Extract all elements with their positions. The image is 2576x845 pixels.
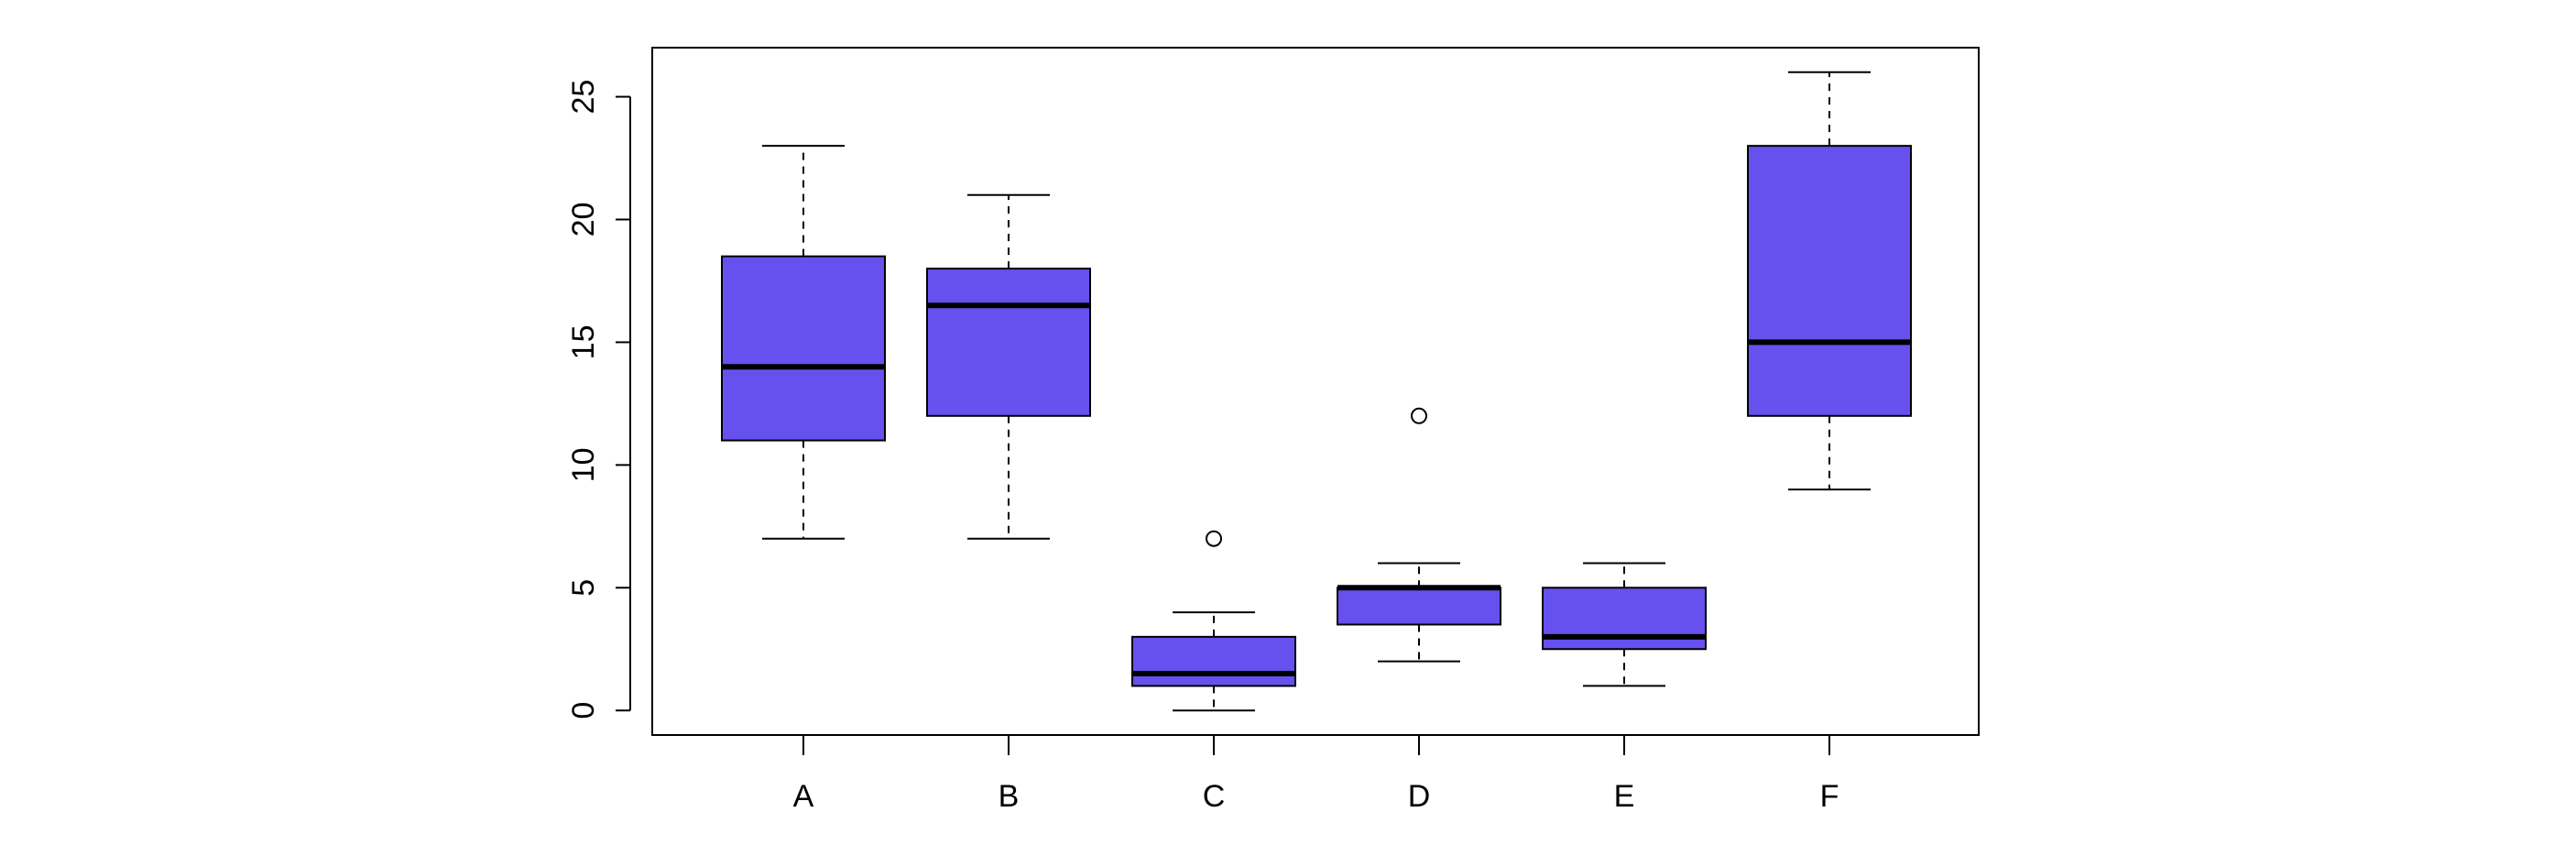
box-D <box>1337 407 1501 663</box>
plot-frame <box>651 47 1980 736</box>
iqr-box <box>1747 145 1912 417</box>
box-F <box>1747 71 1912 491</box>
box-C <box>1131 530 1296 712</box>
x-axis: A B C D E F <box>793 735 1839 814</box>
x-tick-label: C <box>1203 779 1226 814</box>
outlier-point <box>1411 407 1427 424</box>
box-E <box>1542 562 1707 687</box>
y-tick-label: 10 <box>566 447 601 482</box>
iqr-box <box>926 268 1091 417</box>
x-tick-label: B <box>999 779 1020 814</box>
x-tick-label: D <box>1408 779 1431 814</box>
x-tick-label: A <box>793 779 814 814</box>
box-A <box>721 145 886 540</box>
y-tick-label: 5 <box>566 579 601 597</box>
x-tick-label: F <box>1820 779 1839 814</box>
box-B <box>926 193 1091 540</box>
x-tick-label: E <box>1614 779 1635 814</box>
outlier-point <box>1206 530 1222 547</box>
y-tick-label: 15 <box>566 325 601 360</box>
iqr-box <box>1131 635 1296 687</box>
y-axis: 0 5 10 15 20 25 <box>566 80 631 719</box>
y-tick-label: 25 <box>566 80 601 115</box>
y-tick-label: 20 <box>566 203 601 237</box>
iqr-box <box>1542 587 1707 651</box>
y-tick-label: 0 <box>566 702 601 719</box>
iqr-box <box>1337 587 1501 626</box>
iqr-box <box>721 255 886 442</box>
box-series <box>721 71 1912 712</box>
